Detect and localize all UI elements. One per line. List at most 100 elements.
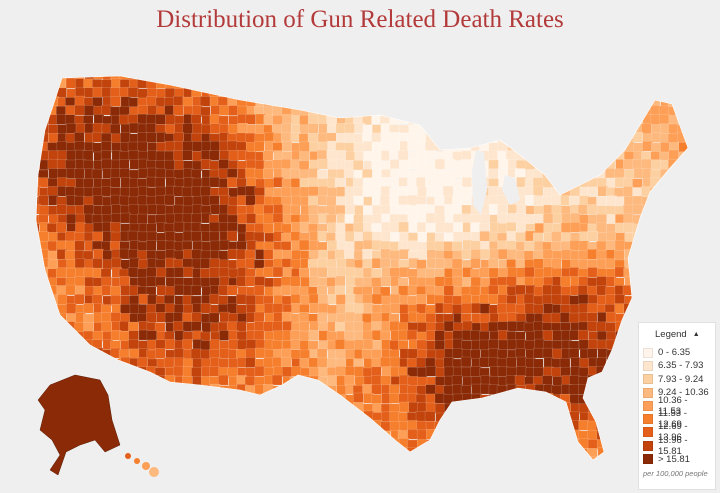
county-cell[interactable]	[426, 456, 437, 467]
county-cell[interactable]	[273, 447, 284, 459]
hawaii[interactable]	[125, 453, 159, 477]
county-cell[interactable]	[435, 177, 446, 188]
county-cell[interactable]	[505, 303, 517, 314]
county-cell[interactable]	[416, 429, 428, 441]
county-cell[interactable]	[83, 178, 94, 189]
county-cell[interactable]	[282, 321, 293, 332]
county-cell[interactable]	[417, 88, 428, 99]
county-cell[interactable]	[479, 330, 490, 342]
county-cell[interactable]	[334, 249, 346, 260]
county-cell[interactable]	[380, 276, 392, 287]
county-cell[interactable]	[56, 366, 68, 377]
county-cell[interactable]	[623, 322, 635, 333]
county-cell[interactable]	[470, 78, 481, 90]
county-cell[interactable]	[507, 321, 518, 332]
county-cell[interactable]	[505, 375, 517, 386]
county-cell[interactable]	[416, 457, 428, 468]
county-cell[interactable]	[290, 349, 302, 360]
county-cell[interactable]	[578, 123, 590, 135]
county-cell[interactable]	[145, 123, 157, 134]
county-cell[interactable]	[56, 357, 67, 369]
county-cell[interactable]	[651, 205, 662, 217]
county-cell[interactable]	[192, 403, 203, 414]
county-cell[interactable]	[596, 339, 608, 351]
county-cell[interactable]	[164, 150, 175, 162]
county-cell[interactable]	[75, 222, 86, 233]
county-cell[interactable]	[199, 456, 211, 467]
county-cell[interactable]	[614, 375, 625, 386]
county-cell[interactable]	[299, 447, 310, 458]
county-cell[interactable]	[165, 176, 177, 188]
county-cell[interactable]	[289, 376, 301, 387]
county-cell[interactable]	[605, 322, 616, 333]
county-cell[interactable]	[174, 393, 186, 404]
county-cell[interactable]	[507, 115, 518, 126]
county-cell[interactable]	[164, 384, 176, 395]
county-cell[interactable]	[299, 412, 311, 423]
county-cell[interactable]	[200, 186, 211, 198]
county-cell[interactable]	[245, 357, 256, 368]
county-cell[interactable]	[101, 321, 112, 332]
county-cell[interactable]	[516, 366, 527, 377]
county-cell[interactable]	[291, 366, 302, 377]
county-cell[interactable]	[254, 87, 266, 98]
county-cell[interactable]	[398, 195, 409, 206]
county-cell[interactable]	[363, 106, 375, 117]
county-cell[interactable]	[444, 87, 455, 99]
county-cell[interactable]	[640, 71, 652, 81]
county-cell[interactable]	[57, 320, 69, 332]
county-cell[interactable]	[336, 105, 347, 116]
county-cell[interactable]	[579, 78, 590, 90]
county-cell[interactable]	[138, 412, 149, 423]
county-cell[interactable]	[416, 448, 428, 459]
county-cell[interactable]	[416, 259, 427, 270]
county-cell[interactable]	[173, 429, 184, 441]
county-cell[interactable]	[209, 240, 221, 252]
county-cell[interactable]	[336, 97, 347, 108]
county-cell[interactable]	[298, 239, 310, 251]
county-cell[interactable]	[623, 204, 634, 216]
county-cell[interactable]	[470, 447, 481, 458]
county-cell[interactable]	[308, 340, 319, 351]
county-cell[interactable]	[533, 347, 544, 359]
county-cell[interactable]	[344, 330, 355, 342]
county-cell[interactable]	[119, 402, 131, 413]
county-cell[interactable]	[273, 330, 284, 341]
county-cell[interactable]	[31, 338, 41, 350]
county-cell[interactable]	[678, 141, 689, 153]
county-cell[interactable]	[317, 70, 329, 80]
county-cell[interactable]	[299, 321, 310, 332]
county-cell[interactable]	[542, 428, 553, 440]
county-cell[interactable]	[147, 204, 159, 215]
county-cell[interactable]	[307, 114, 319, 125]
county-cell[interactable]	[92, 258, 103, 269]
county-cell[interactable]	[93, 358, 105, 369]
county-cell[interactable]	[237, 123, 248, 134]
county-cell[interactable]	[201, 79, 212, 90]
county-cell[interactable]	[290, 339, 302, 350]
county-cell[interactable]	[174, 438, 185, 449]
county-cell[interactable]	[587, 249, 598, 260]
county-cell[interactable]	[66, 357, 77, 368]
county-cell[interactable]	[353, 222, 364, 233]
county-cell[interactable]	[316, 439, 328, 450]
county-cell[interactable]	[128, 376, 140, 388]
county-cell[interactable]	[397, 106, 409, 117]
county-cell[interactable]	[46, 367, 58, 378]
county-cell[interactable]	[226, 230, 238, 242]
county-cell[interactable]	[334, 339, 346, 350]
county-cell[interactable]	[101, 311, 112, 323]
county-cell[interactable]	[586, 312, 598, 323]
county-cell[interactable]	[687, 195, 697, 207]
county-cell[interactable]	[498, 87, 509, 99]
county-cell[interactable]	[461, 249, 472, 260]
county-cell[interactable]	[147, 105, 158, 116]
county-cell[interactable]	[327, 97, 338, 109]
county-cell[interactable]	[65, 267, 77, 279]
county-cell[interactable]	[308, 394, 320, 405]
county-cell[interactable]	[209, 221, 220, 233]
county-cell[interactable]	[237, 393, 248, 405]
county-cell[interactable]	[146, 187, 157, 198]
county-cell[interactable]	[533, 213, 544, 225]
county-cell[interactable]	[245, 385, 256, 396]
